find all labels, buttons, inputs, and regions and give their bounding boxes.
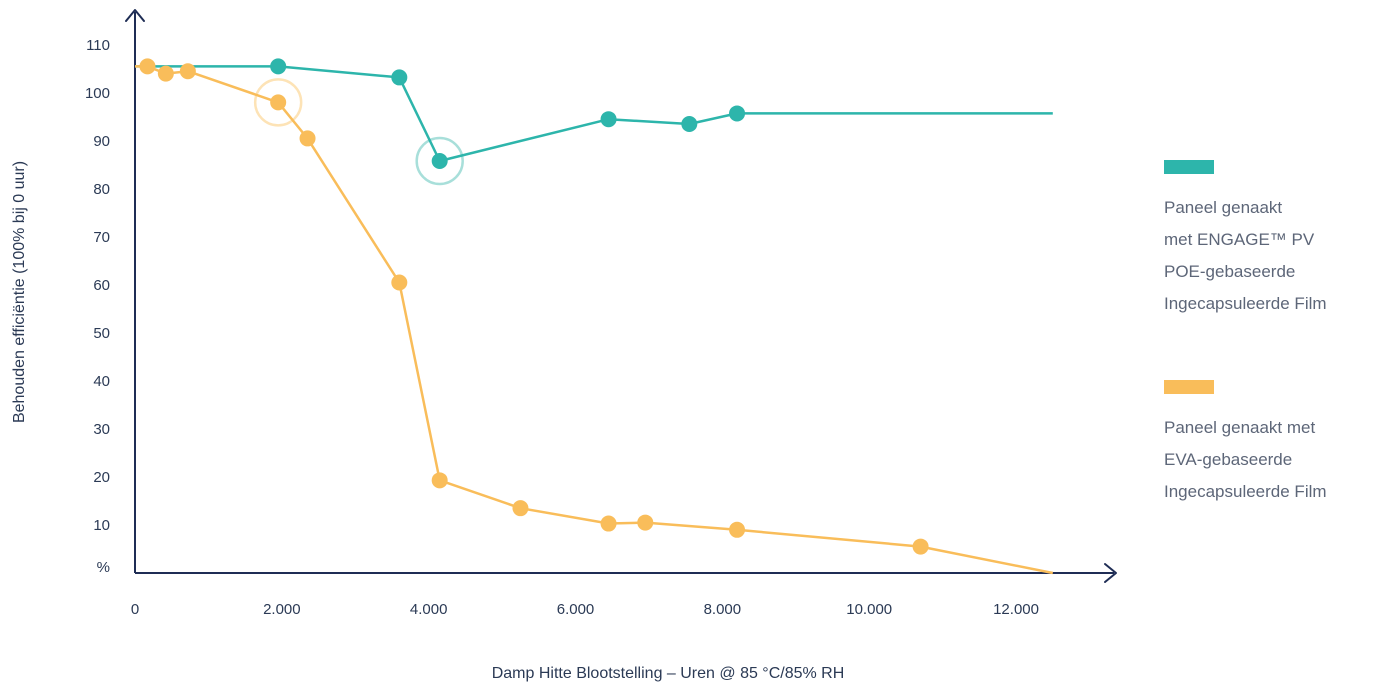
data-point: [179, 63, 196, 80]
y-tick-labels: % 10 20 30 40 50 60 70 80 90 100 110: [85, 37, 110, 576]
data-point: [729, 105, 746, 122]
series-eva: [135, 58, 1054, 575]
legend-swatch-eva: [1164, 380, 1214, 394]
data-point: [139, 58, 156, 75]
y-tick-label: 40: [93, 373, 110, 390]
highlight-ring: [415, 136, 464, 186]
x-tick-label: 10.000: [846, 601, 892, 618]
y-axis-title: Behouden efficiëntie (100% bij 0 uur): [11, 161, 28, 423]
x-tick-label: 6.000: [557, 601, 595, 618]
x-tick-label: 4.000: [410, 601, 448, 618]
y-axis-arrow: [125, 9, 145, 22]
y-tick-label: 20: [93, 469, 110, 486]
data-point: [912, 538, 929, 555]
x-tick-label: 12.000: [993, 601, 1039, 618]
data-point: [391, 69, 408, 86]
y-tick-label: 80: [93, 181, 110, 198]
data-point: [600, 111, 617, 128]
data-point: [431, 472, 448, 489]
legend-swatch-poe: [1164, 160, 1214, 174]
y-tick-label: 50: [93, 325, 110, 342]
data-point: [270, 58, 287, 75]
legend-entry-eva: Paneel genaakt met EVA-gebaseerde Ingeca…: [1164, 380, 1374, 508]
axes: [125, 9, 1117, 583]
legend-label-eva: Paneel genaakt met EVA-gebaseerde Ingeca…: [1164, 418, 1327, 501]
data-point: [299, 130, 316, 147]
x-axis-arrow: [1104, 563, 1117, 583]
series-line: [135, 65, 1054, 575]
y-tick-label: 60: [93, 277, 110, 294]
data-point: [157, 65, 174, 82]
series-line: [135, 65, 1053, 163]
data-point: [270, 94, 287, 111]
legend-entry-poe: Paneel genaakt met ENGAGE™ PV POE-gebase…: [1164, 160, 1374, 320]
y-tick-label: 110: [86, 37, 110, 54]
data-point: [729, 521, 746, 538]
y-tick-label: 100: [85, 85, 110, 102]
x-tick-label: 8.000: [704, 601, 742, 618]
data-point: [512, 500, 529, 517]
series-poe: [135, 58, 1053, 186]
x-axis-title: Damp Hitte Blootstelling – Uren @ 85 °C/…: [492, 665, 845, 682]
data-point: [637, 514, 654, 531]
x-tick-label: 2.000: [263, 601, 301, 618]
y-tick-label: 90: [93, 133, 110, 150]
data-point: [431, 152, 448, 169]
y-tick-label: 10: [93, 517, 110, 534]
x-tick-labels: 0 2.000 4.000 6.000 8.000 10.000 12.000: [131, 601, 1039, 618]
legend-label-poe: Paneel genaakt met ENGAGE™ PV POE-gebase…: [1164, 198, 1327, 313]
x-tick-label: 0: [131, 601, 139, 618]
data-point: [681, 116, 698, 133]
y-tick-label: 70: [93, 229, 110, 246]
y-tick-label: %: [97, 559, 110, 576]
data-point: [600, 515, 617, 532]
y-tick-label: 30: [93, 421, 110, 438]
series-layer: [135, 58, 1054, 575]
highlight-ring: [253, 78, 303, 127]
data-point: [391, 274, 408, 291]
